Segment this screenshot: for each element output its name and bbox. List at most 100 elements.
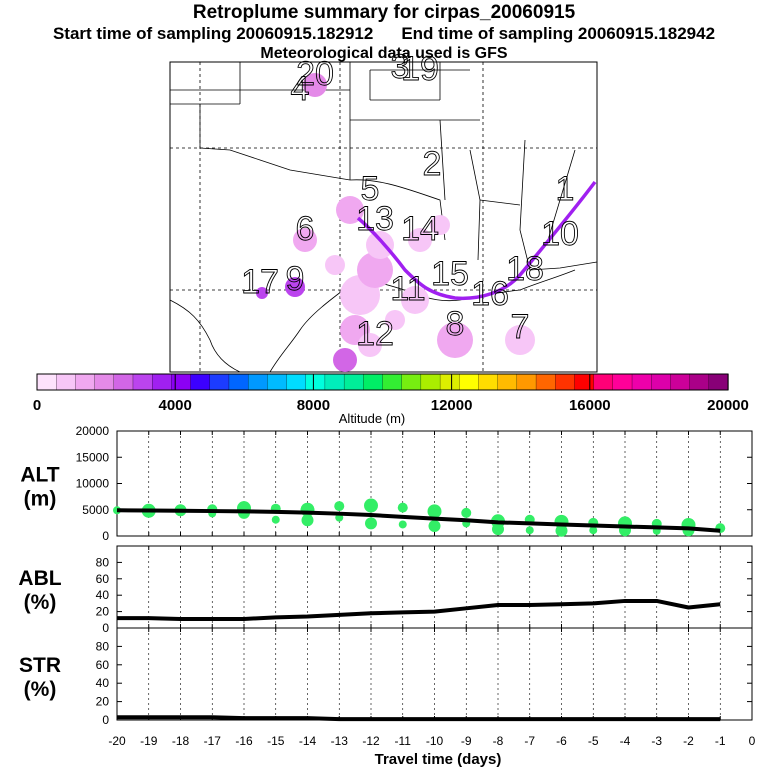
met-data-label: Meteorological data used is GFS — [260, 45, 508, 62]
colorbar-cell — [363, 373, 384, 391]
y-tick-label: 80 — [96, 639, 110, 653]
altitude-point — [589, 526, 598, 535]
series-line — [117, 598, 721, 621]
x-tick-label: -11 — [395, 734, 412, 748]
colorbar-ticks: 0 4000 8000 12000 16000 20000 — [33, 374, 749, 414]
colorbar-cell — [209, 373, 230, 391]
colorbar-cell — [286, 373, 307, 391]
y-tick-label: 20000 — [76, 424, 110, 438]
day-marker: 15 — [431, 255, 469, 293]
altitude-point — [301, 514, 314, 527]
series-line — [117, 715, 721, 722]
colorbar-tick-label: 12000 — [431, 397, 473, 414]
altitude-point — [271, 515, 280, 524]
start-time-label: Start time of sampling 20060915.182912 — [52, 24, 374, 43]
day-marker: 20 — [296, 55, 334, 93]
y-tick-label: 10000 — [76, 477, 110, 491]
colorbar-tick-label: 20000 — [707, 397, 749, 414]
altitude-point — [492, 523, 504, 536]
panel-ylabel-units: (m) — [24, 488, 57, 511]
day-marker: 17 — [241, 263, 279, 301]
y-tick-label: 20 — [96, 605, 110, 619]
altitude-point — [461, 507, 472, 518]
x-tick-label: -7 — [524, 734, 535, 748]
day-marker: 2 — [423, 145, 442, 183]
x-tick-label: -1 — [715, 734, 726, 748]
x-tick-label: -19 — [140, 734, 158, 748]
colorbar-cell — [439, 373, 460, 391]
colorbar-cell — [36, 373, 57, 391]
colorbar-tick-label: 16000 — [569, 397, 611, 414]
colorbar-label: Altitude (m) — [339, 411, 405, 426]
y-tick-label: 20 — [96, 695, 110, 709]
day-marker: 3 — [391, 48, 410, 86]
x-tick-label: -3 — [651, 734, 662, 748]
panel-alt: 0 5000 10000 15000 20000 ALT(m) — [20, 424, 753, 543]
colorbar-cells — [36, 373, 729, 391]
plume-blob — [256, 287, 268, 299]
colorbar-cell — [670, 373, 691, 391]
x-tick-label: -2 — [683, 734, 694, 748]
x-tick-label: -16 — [235, 734, 253, 748]
plume-blob — [401, 286, 429, 314]
colorbar-cell — [631, 373, 652, 391]
colorbar-cell — [574, 373, 595, 391]
day-marker: 13 — [356, 200, 394, 238]
x-axis-label: Travel time (days) — [375, 751, 502, 768]
x-tick-label: 0 — [749, 734, 756, 748]
colorbar-cell — [478, 373, 499, 391]
altitude-point — [427, 504, 442, 519]
sampling-times: Start time of sampling 20060915.182912 En… — [0, 24, 768, 44]
day-marker: 11 — [390, 270, 425, 308]
y-tick-label: 80 — [96, 555, 110, 569]
colorbar-cell — [459, 373, 480, 391]
altitude-point — [334, 501, 345, 512]
altitude-point — [365, 517, 377, 530]
colorbar-cell — [612, 373, 633, 391]
x-tick-label: -10 — [426, 734, 444, 748]
colorbar-cell — [689, 373, 710, 391]
altitude-colorbar: 0 4000 8000 12000 16000 20000 Altitude (m) — [33, 373, 749, 426]
y-tick-label: 15000 — [76, 450, 110, 464]
panel-ylabel: ALT — [20, 464, 59, 487]
colorbar-tick-label: 4000 — [159, 397, 192, 414]
plume-blob — [333, 348, 357, 372]
y-tick-label: 5000 — [82, 503, 109, 517]
panel-ylabel: ABL — [18, 567, 61, 590]
day-marker: 14 — [401, 210, 439, 248]
plume-blob — [293, 228, 317, 252]
day-marker: 18 — [506, 250, 544, 288]
colorbar-cell — [516, 373, 537, 391]
y-tick-label: 60 — [96, 658, 110, 672]
plot-title: Retroplume summary for cirpas_20060915 — [192, 2, 576, 23]
panel-ylabel: STR — [19, 654, 61, 677]
trajectory-line — [356, 180, 597, 301]
x-tick-label: -13 — [331, 734, 349, 748]
colorbar-cell — [593, 373, 614, 391]
colorbar-cell — [75, 373, 96, 391]
x-tick-label: -9 — [461, 734, 472, 748]
plume-blob — [285, 277, 305, 297]
colorbar-cell — [535, 373, 556, 391]
altitude-point — [398, 520, 407, 529]
x-tick-label: -15 — [267, 734, 285, 748]
plume-blob — [505, 325, 535, 355]
time-series-panels: 0 5000 10000 15000 20000 ALT(m) 0 20 40 60 80 ABL(%… — [18, 424, 755, 748]
plume-blob — [366, 231, 394, 259]
colorbar-cell — [94, 373, 115, 391]
day-marker: 19 — [401, 50, 439, 88]
x-tick-label: -18 — [172, 734, 190, 748]
map-frame — [169, 61, 598, 373]
colorbar-cell — [382, 373, 403, 391]
panel-ylabel-units: (%) — [24, 591, 57, 614]
x-tick-label: -20 — [108, 734, 126, 748]
y-tick-label: 40 — [96, 588, 110, 602]
altitude-point — [397, 502, 408, 513]
day-marker: 9 — [286, 260, 305, 298]
day-marker: 1 — [556, 170, 575, 208]
y-tick-label: 0 — [102, 529, 109, 543]
day-marker: 16 — [471, 275, 509, 313]
